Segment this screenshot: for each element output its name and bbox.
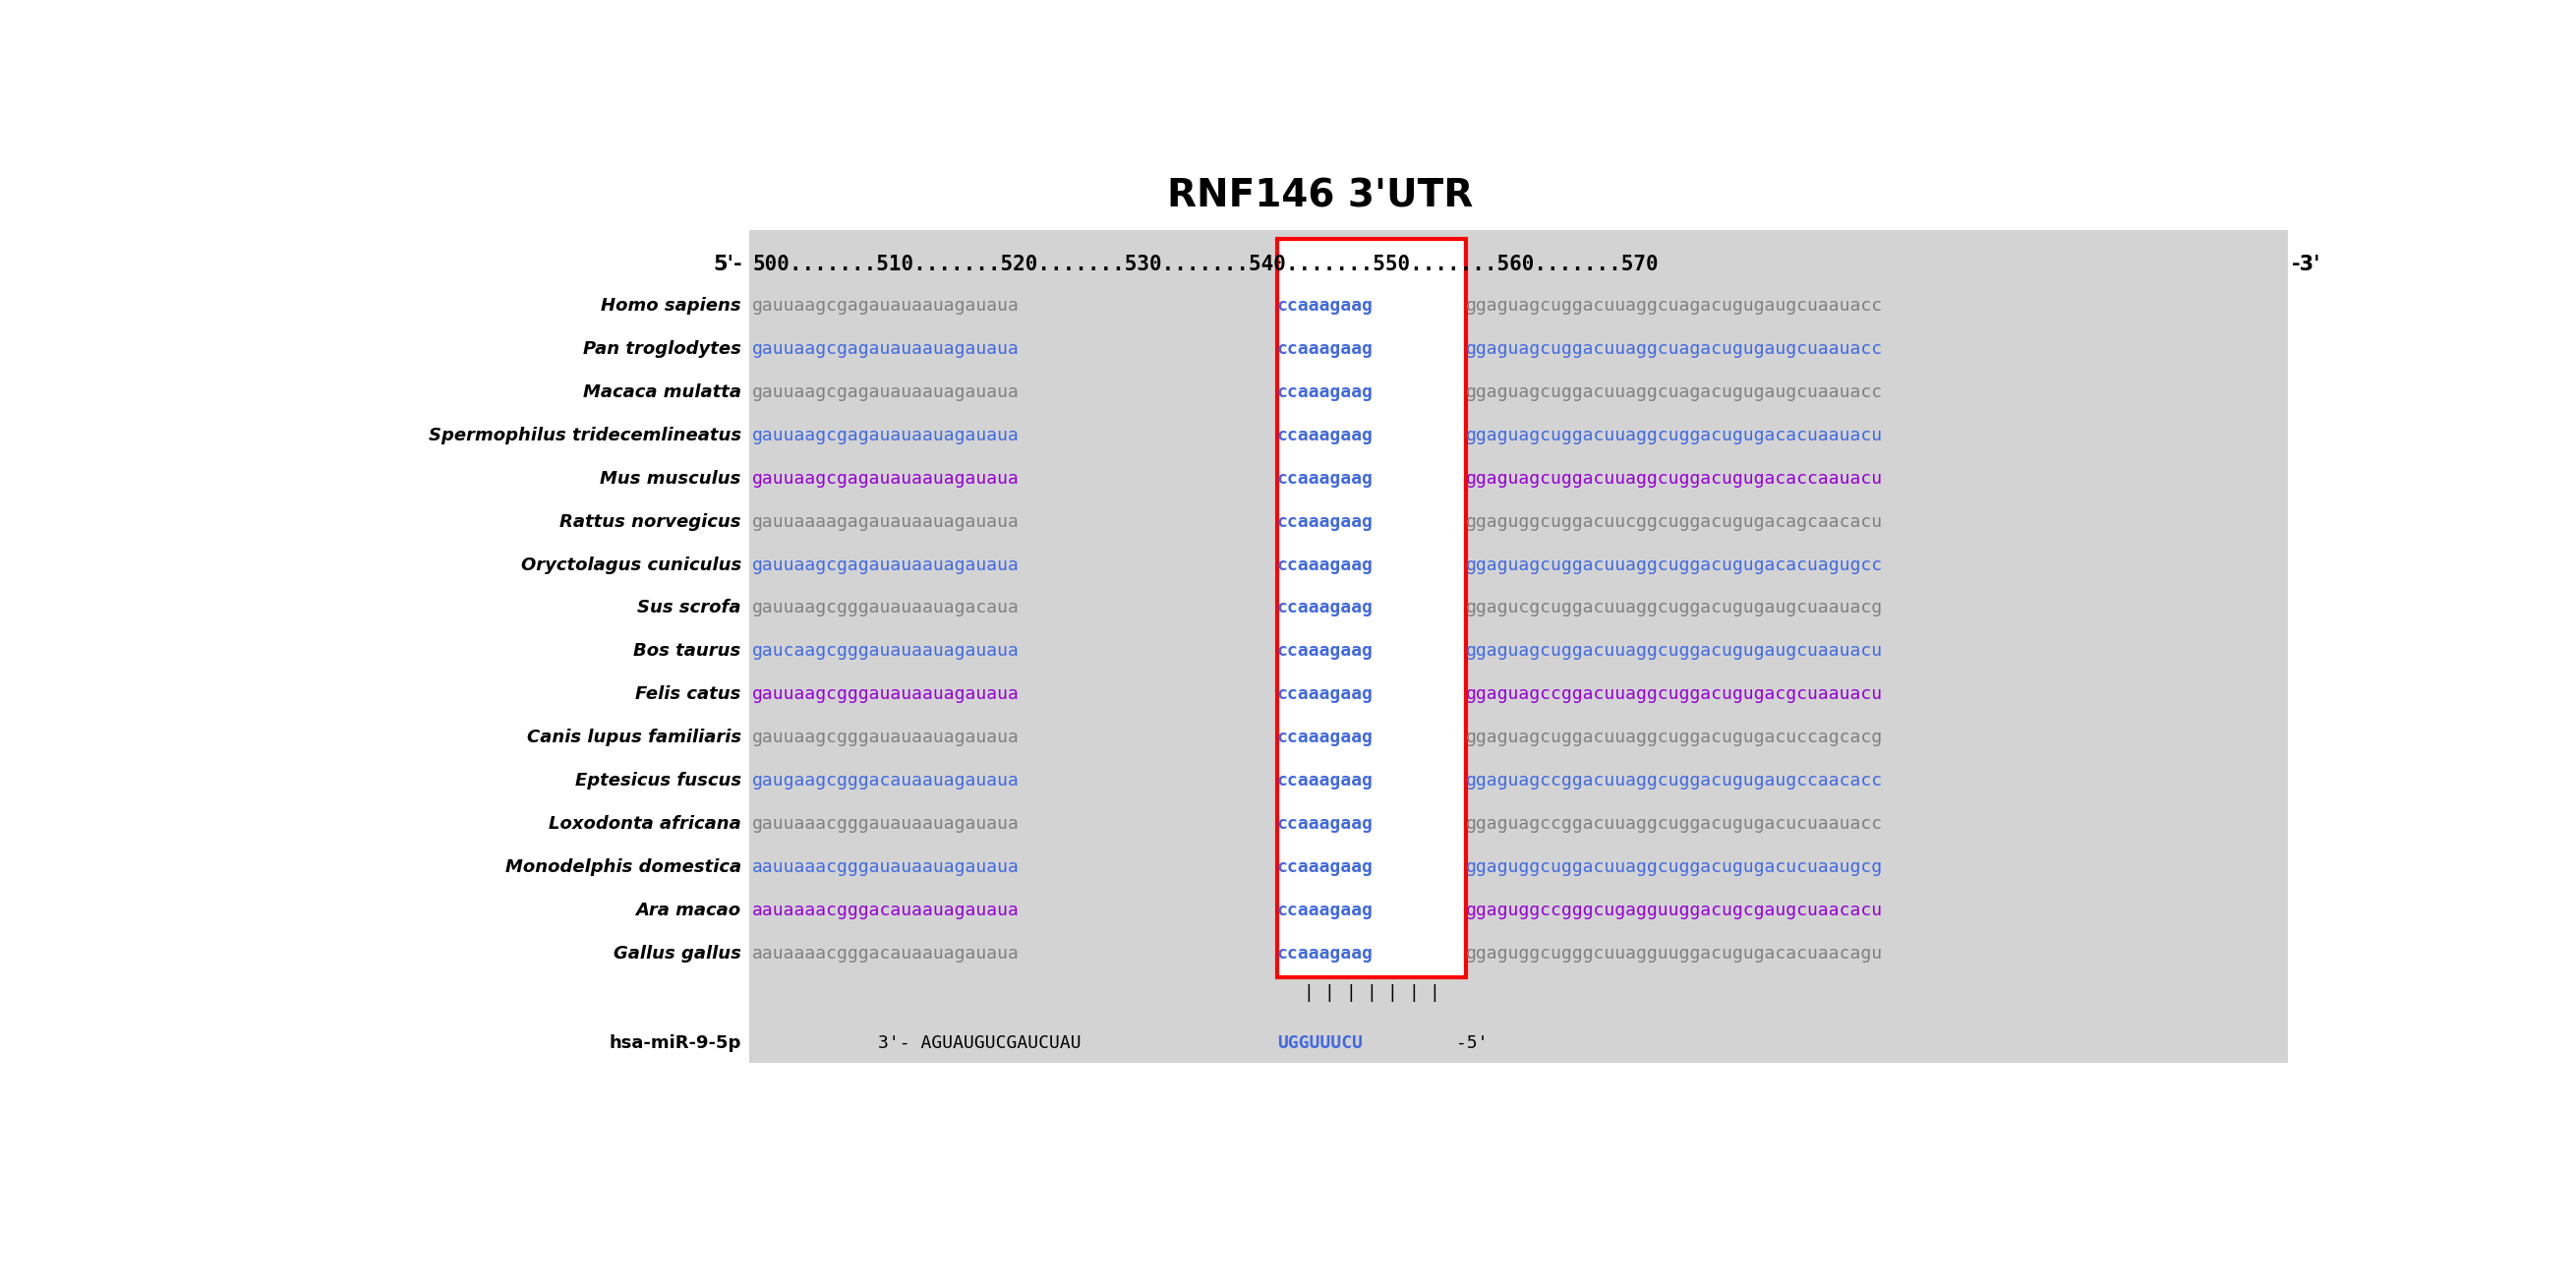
Text: Gallus gallus: Gallus gallus: [613, 944, 742, 962]
Text: gauuaagcgagauauaauagauaua: gauuaagcgagauauaauagauaua: [752, 340, 1020, 358]
Text: ccaaagaag: ccaaagaag: [1278, 815, 1373, 832]
Bar: [750, 231, 2287, 1063]
Text: Loxodonta africana: Loxodonta africana: [549, 815, 742, 832]
Text: aauuaaacgggauauaauagauaua: aauuaaacgggauauaauagauaua: [752, 858, 1020, 876]
Text: ggaguagccggacuuaggcuggacugugacgcuaauacu: ggaguagccggacuuaggcuggacugugacgcuaauacu: [1466, 685, 1883, 703]
Text: aauaaaacgggacauaauagauaua: aauaaaacgggacauaauagauaua: [752, 902, 1020, 918]
Text: gaucaagcgggauauaauagauaua: gaucaagcgggauauaauagauaua: [752, 643, 1020, 659]
Text: ggaguagcuggacuuaggcuagacugugaugcuaauacc: ggaguagcuggacuuaggcuagacugugaugcuaauacc: [1466, 384, 1883, 401]
Text: aauaaaacgggacauaauagauaua: aauaaaacgggacauaauagauaua: [752, 944, 1020, 962]
Text: ccaaagaag: ccaaagaag: [1278, 772, 1373, 790]
Text: Eptesicus fuscus: Eptesicus fuscus: [574, 772, 742, 790]
Text: ccaaagaag: ccaaagaag: [1278, 902, 1373, 918]
Text: Mus musculus: Mus musculus: [600, 470, 742, 487]
Text: ccaaagaag: ccaaagaag: [1278, 685, 1373, 703]
Text: ccaaagaag: ccaaagaag: [1278, 729, 1373, 746]
Text: 500.......510.......520.......530.......540.......550.......560.......570: 500.......510.......520.......530.......…: [752, 255, 1659, 274]
Text: Felis catus: Felis catus: [636, 685, 742, 703]
Text: gauuaagcgagauauaauagauaua: gauuaagcgagauauaauagauaua: [752, 426, 1020, 444]
Text: ccaaagaag: ccaaagaag: [1278, 556, 1373, 573]
Text: ggaguagccggacuuaggcuggacugugaugccaacacc: ggaguagccggacuuaggcuggacugugaugccaacacc: [1466, 772, 1883, 790]
Text: Homo sapiens: Homo sapiens: [600, 298, 742, 314]
Text: |: |: [1365, 984, 1376, 1002]
Text: |: |: [1386, 984, 1399, 1002]
Text: Macaca mulatta: Macaca mulatta: [582, 384, 742, 401]
Text: ggagucgcuggacuuaggcuggacugugaugcuaauacg: ggagucgcuggacuuaggcuggacugugaugcuaauacg: [1466, 599, 1883, 617]
Text: ccaaagaag: ccaaagaag: [1278, 384, 1373, 401]
Text: -3': -3': [2293, 255, 2321, 274]
Text: ccaaagaag: ccaaagaag: [1278, 340, 1373, 358]
Text: ggaguggcuggacuucggcuggacugugacagcaacacu: ggaguggcuggacuucggcuggacugugacagcaacacu: [1466, 513, 1883, 531]
Text: |: |: [1324, 984, 1334, 1002]
Text: |: |: [1345, 984, 1355, 1002]
Text: ccaaagaag: ccaaagaag: [1278, 426, 1373, 444]
Text: ccaaagaag: ccaaagaag: [1278, 298, 1373, 314]
Text: gauuaaacgggauauaauagauaua: gauuaaacgggauauaauagauaua: [752, 815, 1020, 832]
Text: |: |: [1303, 984, 1314, 1002]
Text: gauuaagcgggauauaauagauaua: gauuaagcgggauauaauagauaua: [752, 729, 1020, 746]
Text: Ara macao: Ara macao: [636, 902, 742, 918]
Text: Rattus norvegicus: Rattus norvegicus: [559, 513, 742, 531]
Text: ccaaagaag: ccaaagaag: [1278, 944, 1373, 962]
Text: Sus scrofa: Sus scrofa: [636, 599, 742, 617]
Text: gauuaagcgagauauaauagauaua: gauuaagcgagauauaauagauaua: [752, 384, 1020, 401]
Text: ggaguagcuggacuuaggcuagacugugaugcuaauacc: ggaguagcuggacuuaggcuagacugugaugcuaauacc: [1466, 298, 1883, 314]
Text: ggaguagcuggacuuaggcuggacugugacuccagcacg: ggaguagcuggacuuaggcuggacugugacuccagcacg: [1466, 729, 1883, 746]
Text: ggaguagcuggacuuaggcuggacugugaugcuaauacu: ggaguagcuggacuuaggcuggacugugaugcuaauacu: [1466, 643, 1883, 659]
Text: gauuaagcgagauauaauagauaua: gauuaagcgagauauaauagauaua: [752, 470, 1020, 487]
Text: ggaguggcugggcuuagguuggacugugacacuaacagu: ggaguggcugggcuuagguuggacugugacacuaacagu: [1466, 944, 1883, 962]
Text: ggaguagcuggacuuaggcuggacugugacaccaauacu: ggaguagcuggacuuaggcuggacugugacaccaauacu: [1466, 470, 1883, 487]
Text: Monodelphis domestica: Monodelphis domestica: [505, 858, 742, 876]
Text: Spermophilus tridecemlineatus: Spermophilus tridecemlineatus: [428, 426, 742, 444]
Text: ggaguagcuggacuuaggcuggacugugacacuaauacu: ggaguagcuggacuuaggcuggacugugacacuaauacu: [1466, 426, 1883, 444]
Bar: [1278, 238, 1466, 978]
Text: ccaaagaag: ccaaagaag: [1278, 599, 1373, 617]
Text: Oryctolagus cuniculus: Oryctolagus cuniculus: [520, 556, 742, 573]
Text: ggaguggcuggacuuaggcuggacugugacucuaaugcg: ggaguggcuggacuuaggcuggacugugacucuaaugcg: [1466, 858, 1883, 876]
Text: ggaguagcuggacuuaggcuggacugugacacuagugcc: ggaguagcuggacuuaggcuggacugugacacuagugcc: [1466, 556, 1883, 573]
Text: ggaguagccggacuuaggcuggacugugacucuaauacc: ggaguagccggacuuaggcuggacugugacucuaauacc: [1466, 815, 1883, 832]
Text: 5'-: 5'-: [714, 255, 742, 274]
Text: ccaaagaag: ccaaagaag: [1278, 858, 1373, 876]
Text: Canis lupus familiaris: Canis lupus familiaris: [526, 729, 742, 746]
Text: |: |: [1430, 984, 1440, 1002]
Text: ggaguggccgggcugagguuggacugcgaugcuaacacu: ggaguggccgggcugagguuggacugcgaugcuaacacu: [1466, 902, 1883, 918]
Text: -5': -5': [1445, 1034, 1489, 1052]
Text: UGGUUUCU: UGGUUUCU: [1278, 1034, 1363, 1052]
Text: ccaaagaag: ccaaagaag: [1278, 513, 1373, 531]
Text: ccaaagaag: ccaaagaag: [1278, 470, 1373, 487]
Text: 3'- AGUAUGUCGAUCUAU: 3'- AGUAUGUCGAUCUAU: [878, 1034, 1082, 1052]
Text: hsa-miR-9-5p: hsa-miR-9-5p: [608, 1034, 742, 1052]
Text: Bos taurus: Bos taurus: [634, 643, 742, 659]
Text: gauuaagcgggauauaauagacaua: gauuaagcgggauauaauagacaua: [752, 599, 1020, 617]
Text: RNF146 3'UTR: RNF146 3'UTR: [1167, 178, 1473, 215]
Text: |: |: [1409, 984, 1419, 1002]
Text: gauuaagcgagauauaauagauaua: gauuaagcgagauauaauagauaua: [752, 298, 1020, 314]
Text: ggaguagcuggacuuaggcuagacugugaugcuaauacc: ggaguagcuggacuuaggcuagacugugaugcuaauacc: [1466, 340, 1883, 358]
Text: Pan troglodytes: Pan troglodytes: [582, 340, 742, 358]
Text: ccaaagaag: ccaaagaag: [1278, 643, 1373, 659]
Text: gauuaagcgagauauaauagauaua: gauuaagcgagauauaauagauaua: [752, 556, 1020, 573]
Text: gauuaagcgggauauaauagauaua: gauuaagcgggauauaauagauaua: [752, 685, 1020, 703]
Text: gauuaaaagagauauaauagauaua: gauuaaaagagauauaauagauaua: [752, 513, 1020, 531]
Text: gaugaagcgggacauaauagauaua: gaugaagcgggacauaauagauaua: [752, 772, 1020, 790]
